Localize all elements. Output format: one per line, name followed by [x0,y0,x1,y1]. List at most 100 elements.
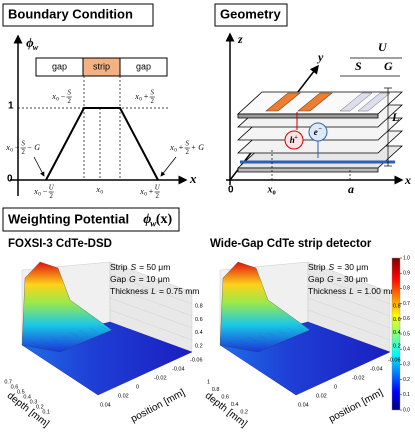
mesh-line [31,342,40,347]
axis-label: x [189,171,197,186]
denominator: 2 [21,149,25,156]
z-tick: 0.6 [195,317,203,323]
axis-label: position [mm] [327,387,385,425]
strips [265,92,333,112]
tick-label: 0 [228,185,234,196]
mesh-line [267,332,276,337]
param-part: Strip [110,262,128,272]
symbol: x [95,185,100,194]
param-part: G [327,274,334,284]
param-part: = 50 μm [139,262,170,272]
operator: + [179,143,184,152]
colorbar-tick-label: 0.5 [403,331,410,337]
symbol: x [33,187,38,196]
param-part: L [151,286,156,296]
denominator: 2 [155,193,159,200]
operator: + [149,187,154,196]
term: − G [27,143,40,152]
numerator: S [21,141,25,148]
mesh-line [229,342,238,347]
param-part: Strip [308,262,326,272]
mesh-line [97,324,107,330]
mesh-line [69,332,78,337]
subscript: 0 [144,192,147,198]
pane-grid [109,273,193,305]
denominator: 2 [67,98,71,105]
pane-grid [109,297,193,329]
param-part: L [349,286,354,296]
bar-label: gap [52,61,67,71]
depth-tick: 1 [207,379,210,385]
gap-box [119,57,168,77]
z-tick: 0.2 [195,343,203,349]
panel-title: Geometry [220,6,281,21]
numerator: U [155,185,161,192]
pane-grid [307,297,391,329]
dimension: G [384,59,393,73]
title-box [2,207,180,232]
operator: − [15,143,20,152]
potential-curve [45,107,159,181]
section-title: Weighting Potential [8,211,129,226]
position-tick: 0.02 [118,393,129,399]
position-tick: 0 [136,384,139,390]
surface-plot [21,261,193,396]
position-tick: -0.04 [172,366,185,372]
colorbar-tick-label: 0.4 [403,347,410,353]
surface-peak [21,261,113,353]
depth-tick: 0.4 [23,394,31,400]
superscript: + [294,134,298,141]
mesh-line [248,337,257,342]
pane-grid [109,285,193,317]
depth-tick: 0.2 [36,404,44,410]
denominator: 2 [150,98,154,105]
symbol: ϕ [26,35,34,50]
param-part: Gap [308,274,324,284]
symbol: ϕ [143,212,151,227]
parameter: Thickness L = 1.00 mm [308,286,397,296]
denominator: 2 [49,193,53,200]
subscript: w [150,218,157,228]
subscript: 0 [139,97,142,103]
depth-tick: 0.6 [11,384,19,390]
pane-grid [307,309,391,341]
numerator: S [185,141,189,148]
depth-tick: 0.4 [231,402,239,408]
math-label: x 0 + U2 [139,185,161,200]
symbol: x [134,92,139,101]
dimension: U [378,40,388,54]
pane-grid [307,273,391,305]
title-box [2,3,154,27]
dimension: S [355,59,362,73]
bar-label: strip [93,61,110,71]
math-label: x 0 + S2 [134,90,155,105]
tick-label: 0 [7,174,13,185]
math-label: x 0 + S2+ G [169,141,204,156]
depth-tick: 0.8 [212,387,220,393]
subscript: 0 [10,148,13,154]
symbol: x [169,143,174,152]
mesh-line [238,339,248,345]
math-label: x 0− U2 [33,185,55,200]
tick-label: 1 [8,101,14,112]
colorbar-tick-label: 0.8 [403,286,410,292]
axis-label: z [237,32,243,46]
param-part: S [130,262,136,272]
surface-plot [219,261,391,396]
symbol: x [267,184,273,195]
parameter: Gap G = 30 μm [308,274,368,284]
grey-strips [339,92,391,112]
pane-grid [109,309,193,341]
arrow [160,156,177,177]
colorbar-tick-label: 0.7 [403,301,410,307]
param-part: = 30 μm [337,262,368,272]
z-tick: 0.8 [393,303,401,309]
z-tick: 0.8 [195,303,203,309]
plot-title: Wide-Gap CdTe strip detector [210,238,372,250]
argument: (x) [156,212,173,227]
position-tick: -0.06 [190,357,203,363]
mesh-line [78,329,88,335]
math-label: ϕw (x) [143,212,172,228]
mesh-line [88,327,97,332]
position-tick: -0.02 [352,375,365,381]
